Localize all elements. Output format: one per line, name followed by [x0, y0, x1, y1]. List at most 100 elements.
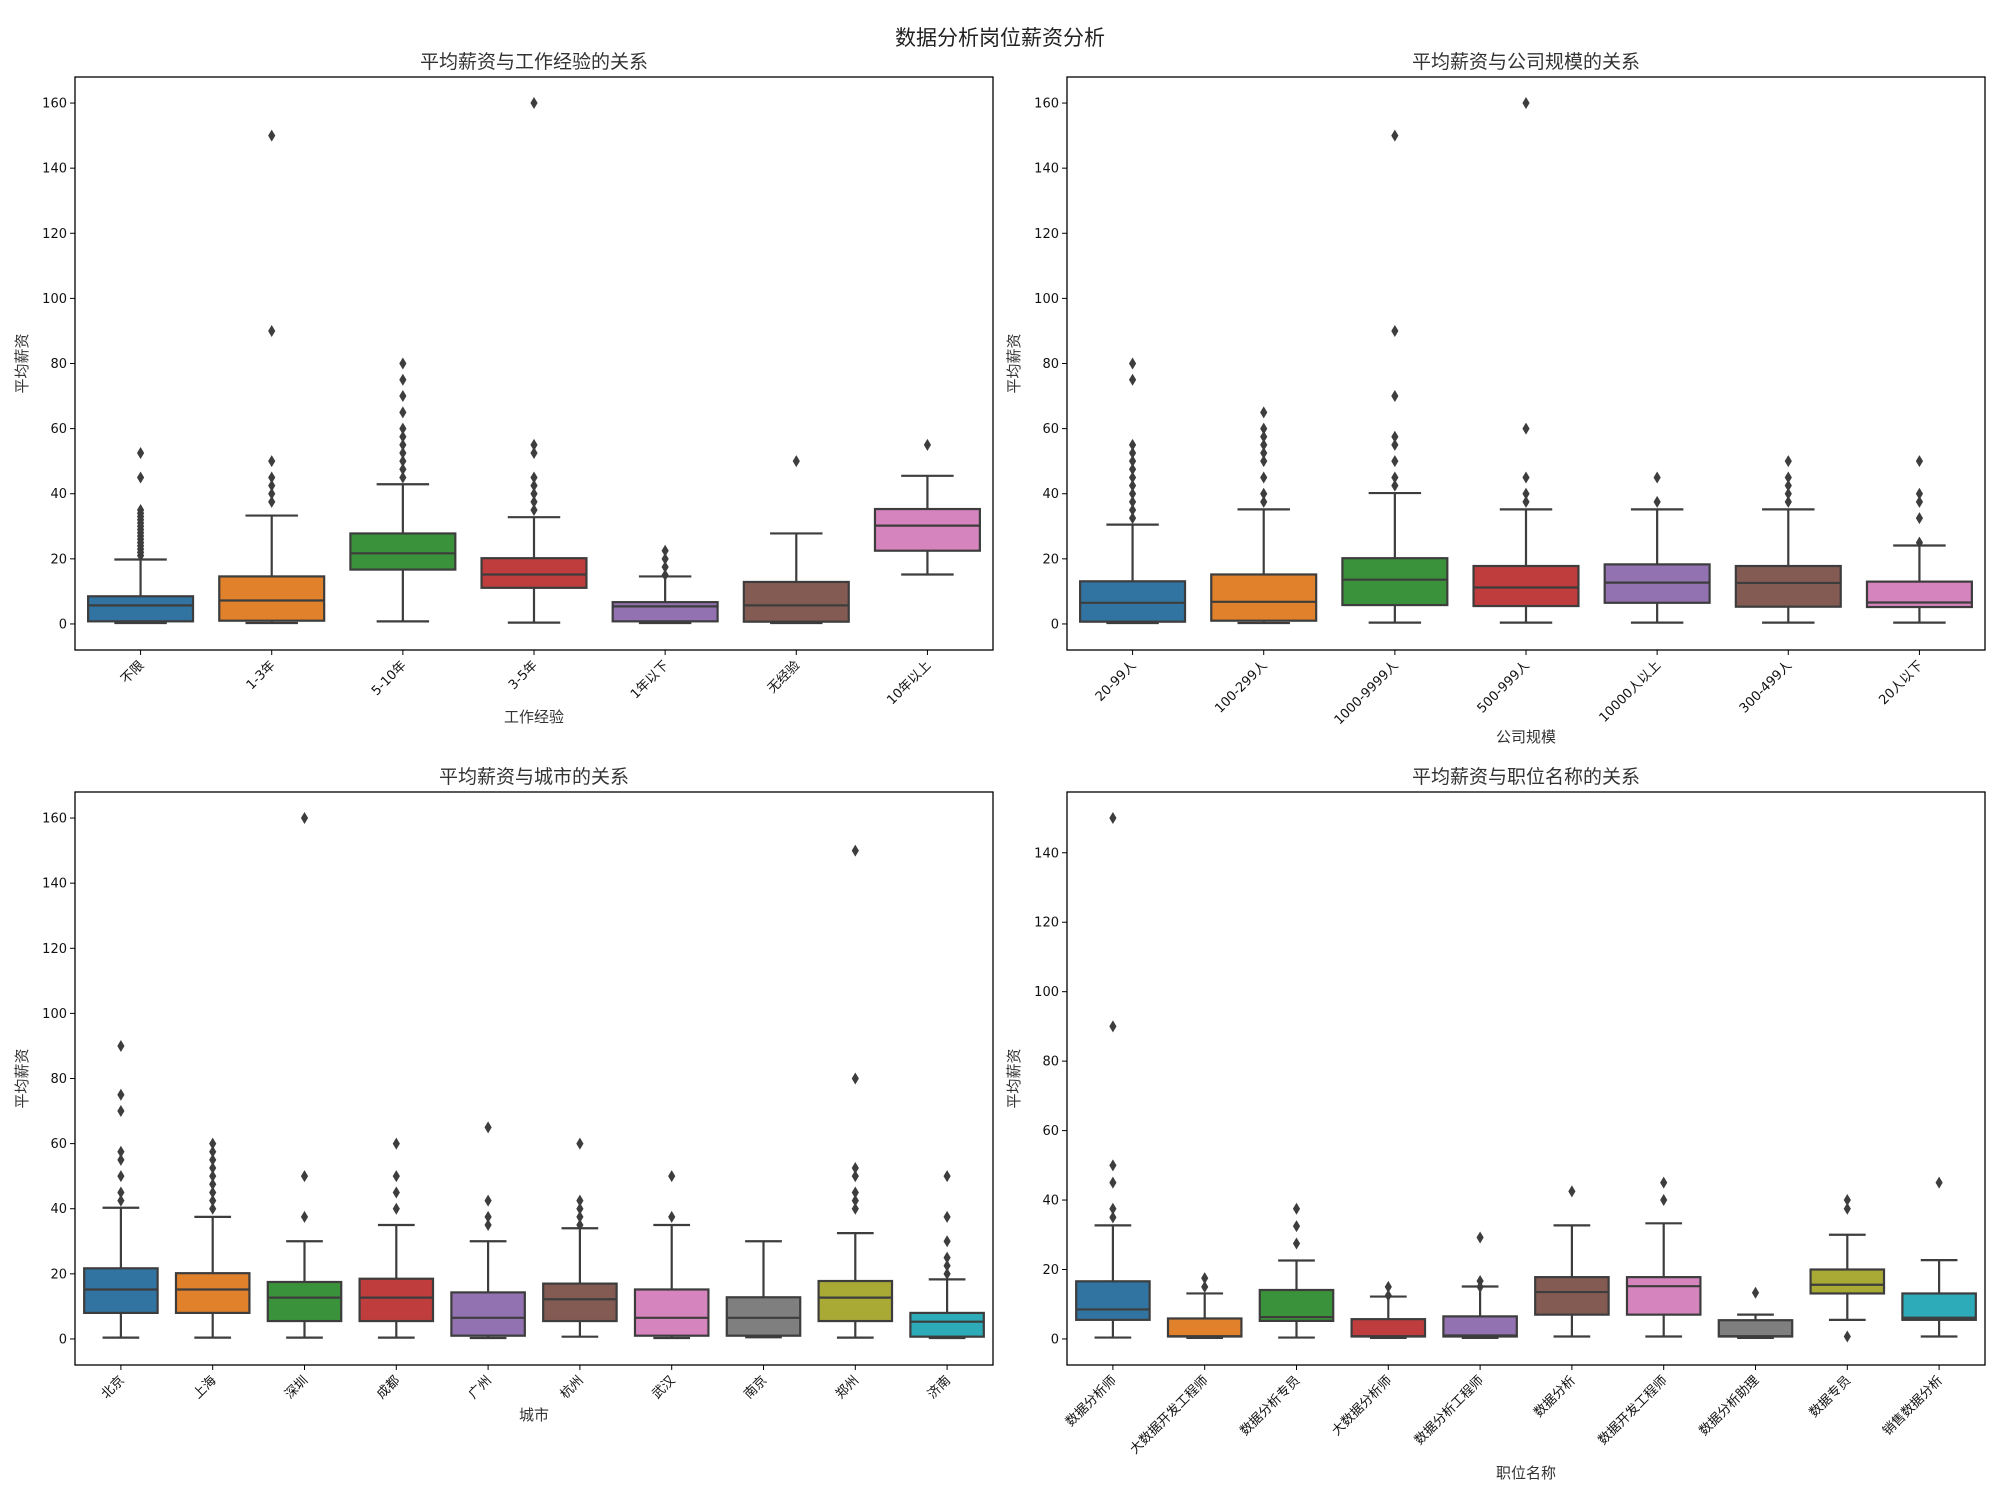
x-tick-label: 数据分析 — [1531, 1373, 1578, 1420]
x-tick-label: 成都 — [374, 1373, 403, 1402]
box-成都 — [358, 1137, 435, 1339]
outlier-point — [530, 479, 538, 492]
outlier-point — [1260, 438, 1268, 451]
box-iqr — [1350, 1318, 1427, 1338]
outlier-point — [399, 430, 407, 443]
outlier-point — [1260, 430, 1268, 443]
outlier-point — [1128, 357, 1137, 370]
box-iqr — [83, 1267, 159, 1315]
outlier-point — [392, 1186, 400, 1199]
outlier-point — [1751, 1286, 1760, 1299]
x-tick-label: 20人以下 — [1876, 658, 1926, 708]
box-郑州 — [817, 844, 894, 1339]
outlier-point — [923, 438, 932, 451]
box-10000人以上 — [1603, 471, 1711, 624]
y-tick-label: 20 — [1042, 1263, 1059, 1278]
y-tick-label: 140 — [1034, 846, 1059, 861]
y-tick-label: 60 — [50, 1137, 67, 1152]
outlier-point — [943, 1210, 951, 1223]
x-tick-label: 3-5年 — [506, 658, 541, 693]
box-南京 — [725, 1240, 802, 1339]
y-tick-label: 100 — [42, 292, 67, 307]
box-300-499人 — [1734, 455, 1842, 624]
outlier-point — [943, 1267, 951, 1280]
outlier-point — [1784, 471, 1792, 484]
x-tick-label: 广州 — [466, 1373, 495, 1402]
outlier-point — [1843, 1202, 1851, 1215]
outlier-point — [399, 406, 407, 419]
outlier-point — [1128, 373, 1137, 386]
y-tick-label: 100 — [1034, 292, 1059, 307]
x-tick-label: 100-299人 — [1212, 658, 1270, 716]
y-tick-label: 40 — [1042, 487, 1059, 502]
outlier-point — [399, 455, 407, 468]
outlier-point — [268, 324, 276, 337]
outlier-point — [399, 422, 407, 435]
outlier-point — [530, 438, 538, 451]
outlier-point — [530, 487, 538, 500]
x-tick-label: 1-3年 — [244, 658, 279, 693]
box-iqr — [266, 1280, 343, 1323]
outlier-point — [268, 487, 276, 500]
chart-title: 平均薪资与职位名称的关系 — [1412, 766, 1640, 788]
outlier-point — [484, 1210, 492, 1223]
x-axis-label: 职位名称 — [1496, 1464, 1556, 1482]
outlier-point — [576, 1137, 584, 1150]
y-tick-label: 80 — [50, 357, 67, 372]
outlier-point — [943, 1259, 951, 1272]
y-tick-label: 80 — [1042, 1055, 1059, 1070]
outlier-point — [117, 1194, 125, 1207]
box-iqr — [1734, 564, 1842, 608]
outlier-point — [943, 1235, 951, 1248]
box-5-10年 — [349, 357, 457, 623]
outlier-point — [851, 1162, 859, 1175]
box-上海 — [174, 1137, 251, 1339]
outlier-point — [1128, 487, 1137, 500]
outlier-point — [851, 844, 859, 857]
x-axis-label: 公司规模 — [1496, 728, 1556, 746]
x-axis-label: 城市 — [519, 1406, 549, 1424]
y-tick-label: 100 — [42, 1007, 67, 1022]
box-数据专员 — [1809, 1194, 1886, 1343]
outlier-point — [1109, 812, 1117, 825]
box-iqr — [725, 1296, 802, 1337]
outlier-point — [1292, 1220, 1301, 1233]
box-iqr — [1075, 1280, 1151, 1321]
outlier-point — [661, 560, 669, 573]
outlier-point — [1660, 1194, 1668, 1207]
box-iqr — [1442, 1315, 1518, 1338]
outlier-point — [943, 1251, 951, 1264]
box-3-5年 — [480, 97, 588, 624]
y-axis-label: 平均薪资 — [1005, 1048, 1023, 1108]
outlier-point — [1109, 1020, 1117, 1033]
outlier-point — [1109, 1211, 1117, 1224]
box-不限 — [87, 447, 195, 625]
x-tick-label: 10年以上 — [884, 658, 934, 708]
box-iqr — [1341, 557, 1449, 607]
outlier-point — [209, 1170, 217, 1183]
box-iqr — [1625, 1276, 1702, 1316]
box-iqr — [742, 580, 850, 623]
outlier-point — [1784, 495, 1792, 508]
outlier-point — [1128, 438, 1137, 451]
y-tick-label: 160 — [1034, 97, 1059, 112]
outlier-point — [576, 1202, 584, 1215]
outlier-point — [1935, 1176, 1943, 1189]
box-iqr — [1166, 1317, 1243, 1338]
outlier-point — [1522, 471, 1530, 484]
box-10年以上 — [873, 438, 981, 576]
y-tick-label: 140 — [1034, 162, 1059, 177]
outlier-point — [1128, 495, 1137, 508]
x-tick-label: 大数据开发工程师 — [1127, 1373, 1212, 1458]
x-tick-label: 20-99人 — [1093, 658, 1140, 705]
box-济南 — [909, 1170, 985, 1340]
outlier-point — [1915, 536, 1924, 549]
outlier-point — [1391, 129, 1399, 142]
outlier-point — [268, 129, 276, 142]
outlier-point — [1653, 495, 1661, 508]
outlier-point — [268, 455, 276, 468]
outlier-point — [268, 471, 276, 484]
x-axis-label: 工作经验 — [504, 708, 564, 726]
box-500-999人 — [1472, 97, 1580, 624]
y-tick-label: 20 — [1042, 552, 1059, 567]
